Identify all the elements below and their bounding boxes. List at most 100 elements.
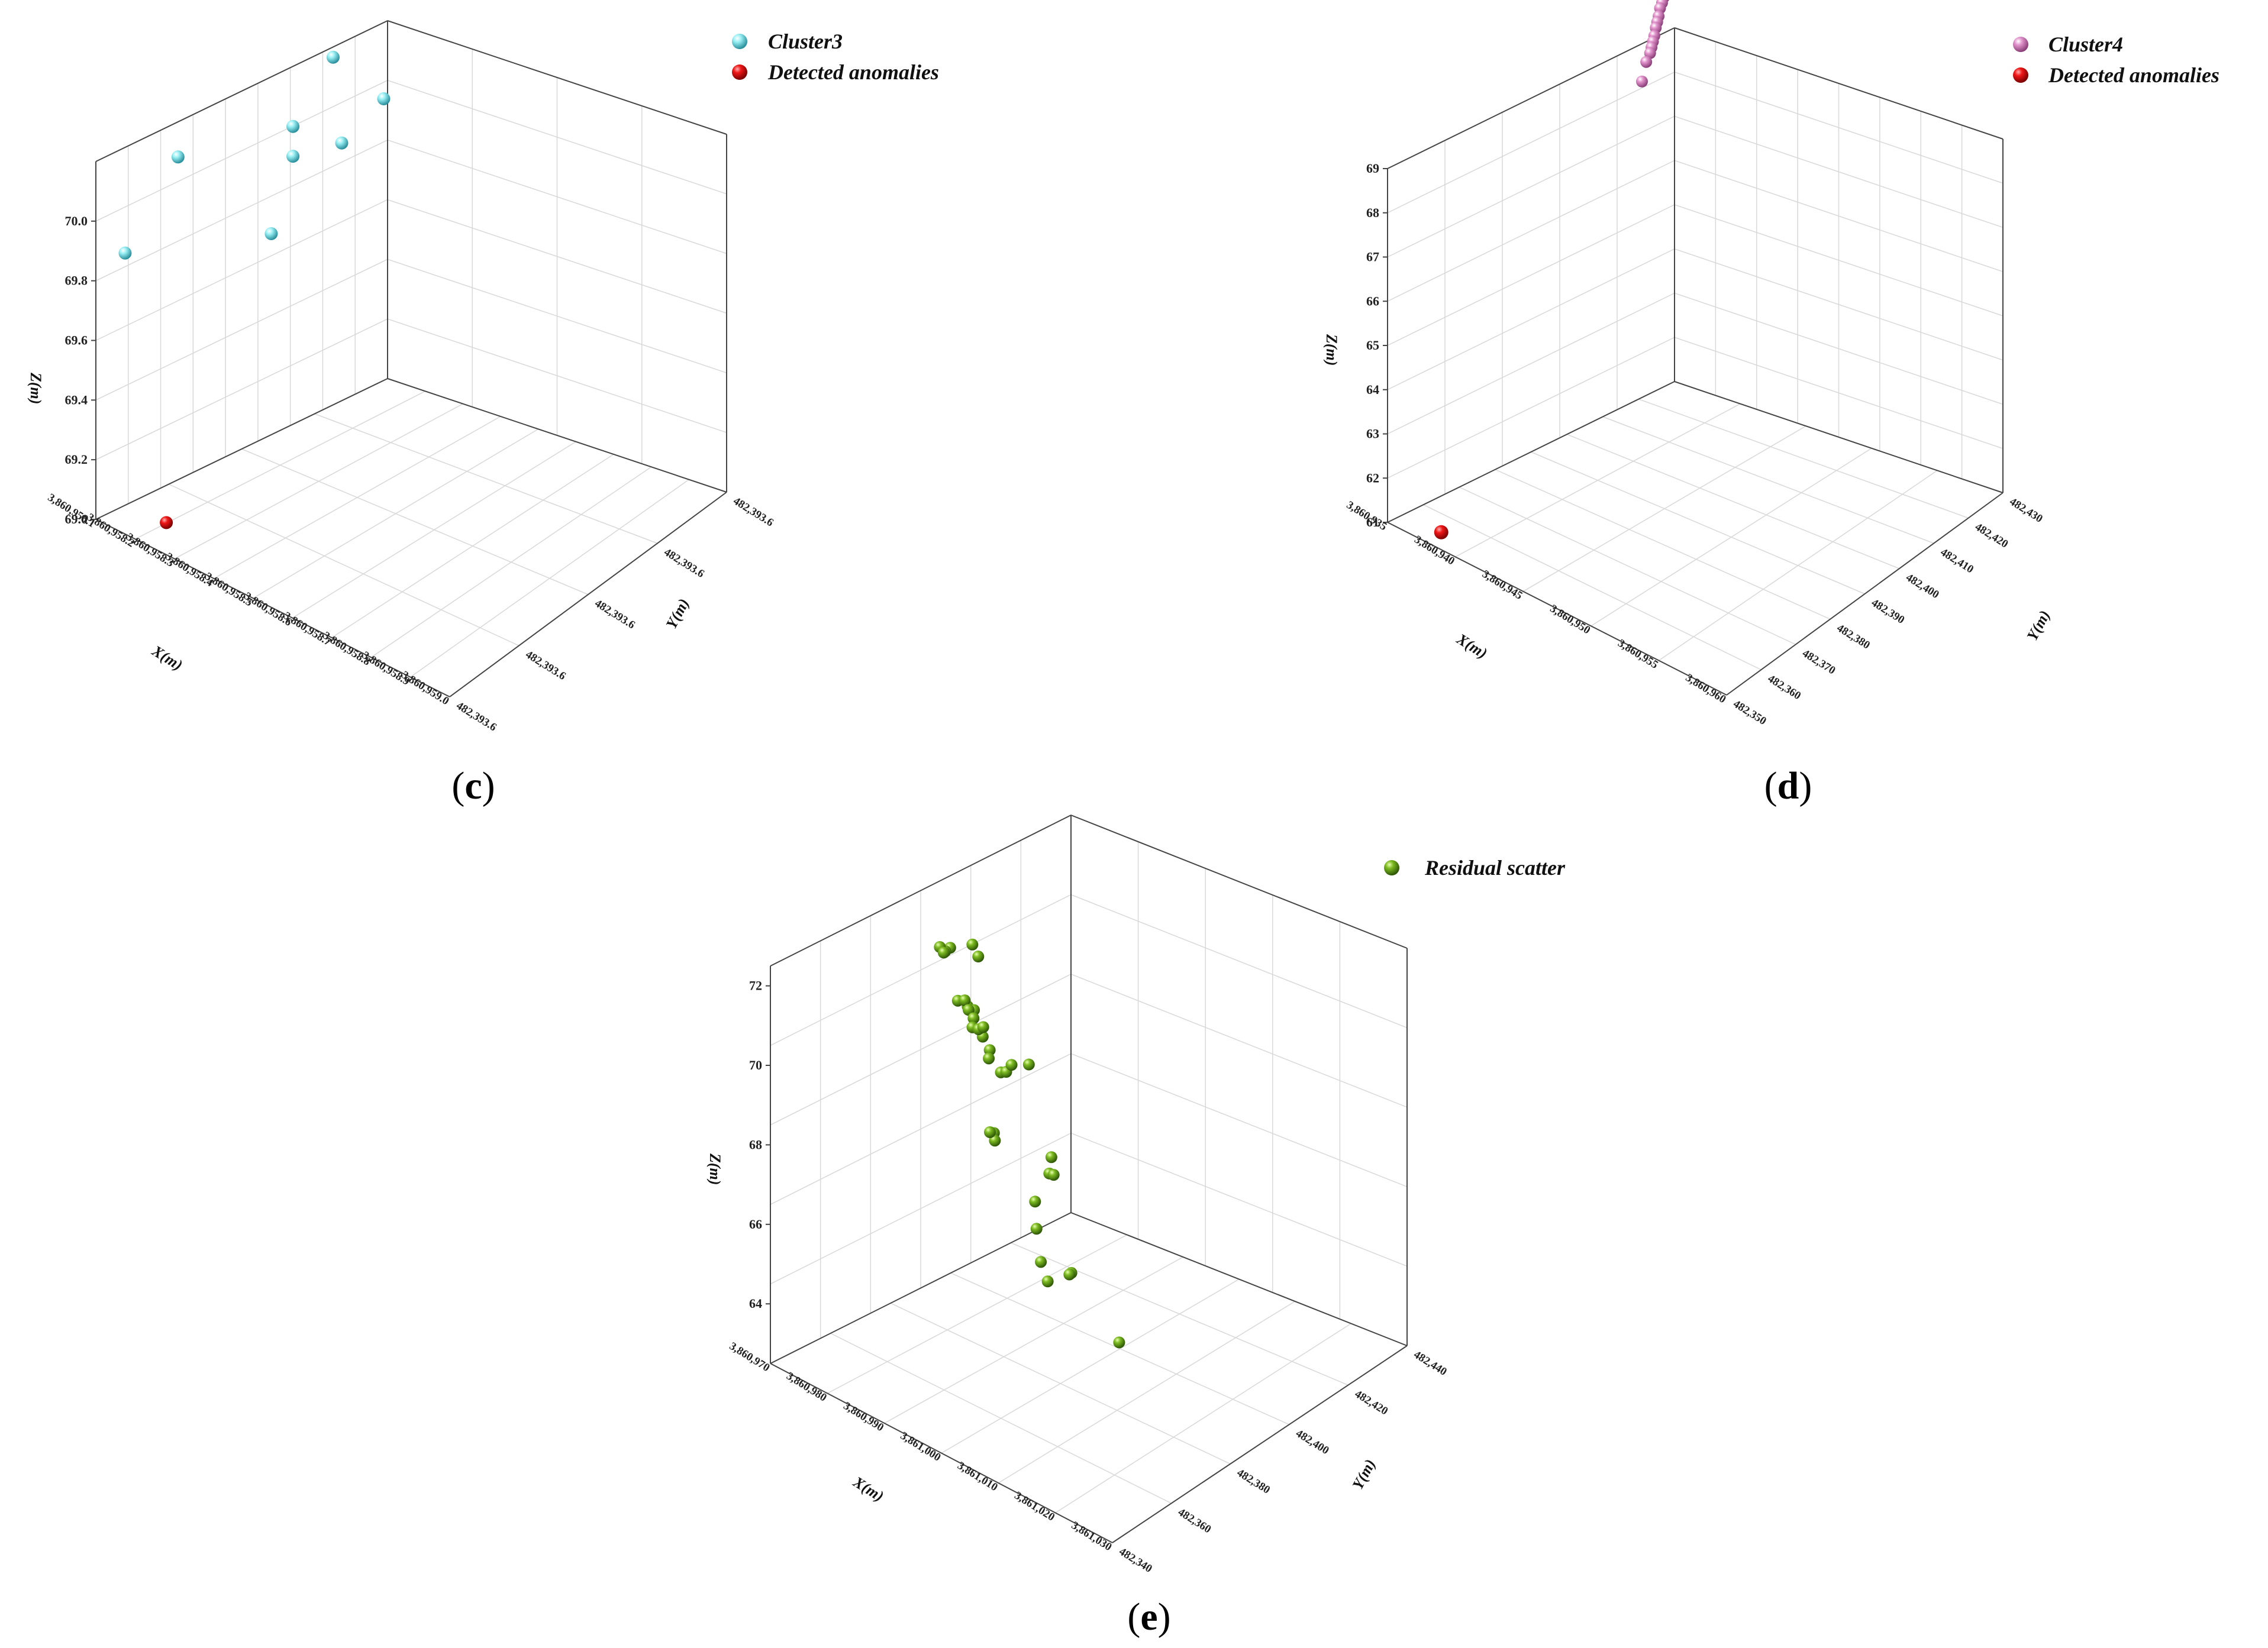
panel-e-legend: Residual scatter	[1384, 856, 1566, 880]
cluster3-point	[335, 136, 349, 150]
residual-point	[1047, 1169, 1060, 1181]
cluster3-point	[377, 92, 391, 105]
box-edge	[95, 20, 388, 162]
box-edge	[1726, 492, 2004, 696]
z-tick-label: 70	[749, 1058, 762, 1072]
wall-grid-line	[95, 139, 727, 282]
floor-grid-line	[998, 1301, 1296, 1484]
residual-point	[966, 938, 979, 951]
panel-c-legend-marker-cluster3	[732, 34, 747, 49]
panel-c-legend-marker-anomalies	[732, 64, 747, 80]
y-tick-label: 482,430	[2007, 495, 2044, 525]
box-edge	[770, 815, 1072, 967]
panel-d-caption-letter: d	[1777, 764, 1799, 807]
cluster3-point	[286, 150, 300, 163]
panel-c-legend-label-anomalies: Detected anomalies	[767, 60, 939, 84]
x-tick-label: 3,861,020	[1012, 1489, 1057, 1524]
residual-point	[977, 1021, 989, 1033]
panel-c-x-axis-label: X(m)	[149, 642, 186, 674]
residual-point	[1045, 1151, 1057, 1164]
wall-grid-line	[1387, 292, 2004, 435]
y-tick-label: 482,360	[1766, 673, 1803, 703]
cluster3-point	[286, 119, 300, 133]
panel-d-legend: Cluster4 Detected anomalies	[2013, 33, 2219, 87]
box-edge	[1070, 815, 1408, 949]
z-tick-label: 65	[1366, 338, 1379, 353]
residual-point	[967, 1012, 980, 1025]
residual-point	[972, 951, 985, 963]
panel-c: 69.069.269.469.669.870.0 3,860,958.13,86…	[27, 20, 939, 807]
floor-grid-line	[1638, 399, 1969, 519]
y-tick-label: 482,393.6	[662, 546, 706, 580]
wall-grid-line	[1387, 27, 2004, 169]
floor-grid-line	[890, 1303, 1231, 1465]
y-tick-label: 482,393.6	[592, 597, 637, 631]
z-tick-label: 62	[1366, 470, 1379, 485]
panel-c-z-ticks: 69.0 69.2 69.4 69.6 69.8 70.0	[65, 214, 96, 526]
panel-c-grid	[95, 20, 727, 697]
y-tick-label: 482,360	[1176, 1506, 1213, 1536]
box-edge	[95, 378, 388, 520]
residual-point	[1035, 1256, 1047, 1268]
residual-point	[1041, 1275, 1054, 1288]
floor-grid-line	[1602, 416, 1934, 544]
y-tick-label: 482,350	[1731, 697, 1768, 728]
wall-grid-line	[95, 199, 727, 341]
panel-c-z-axis-label: Z(m)	[27, 372, 44, 404]
panel-c-caption-letter: c	[464, 764, 482, 807]
x-tick-label: 3,860,945	[1480, 568, 1525, 602]
panel-c-caption-close: )	[482, 764, 495, 807]
wall-grid-line	[95, 318, 727, 460]
x-tick-label: 3,860,940	[1412, 534, 1457, 568]
panel-c-caption: (c)	[451, 764, 495, 807]
wall-grid-line	[770, 815, 1408, 967]
cluster4-point	[1635, 75, 1648, 88]
cluster4-point	[1644, 47, 1656, 59]
floor-grid-line	[884, 1256, 1183, 1424]
y-tick-label: 482,410	[1938, 546, 1976, 576]
x-tick-label: 3,860,950	[1548, 602, 1593, 636]
panel-e-caption-letter: e	[1140, 1595, 1157, 1639]
z-tick-label: 69	[1366, 161, 1379, 176]
panel-d-y-ticks: 482,350482,360482,370482,380482,390482,4…	[1731, 495, 2044, 728]
box-edge	[1387, 381, 1675, 523]
wall-grid-line	[95, 20, 727, 162]
z-tick-label: 69.0	[65, 512, 88, 526]
panel-d-z-ticks: 61 62 63 64 65 66 67 68 69	[1366, 161, 1388, 529]
x-tick-label: 3,861,000	[898, 1430, 943, 1464]
floor-grid-line	[941, 1278, 1240, 1454]
y-tick-label: 482,370	[1800, 647, 1837, 677]
x-tick-label: 3,860,955	[1615, 637, 1660, 671]
z-tick-label: 67	[1366, 250, 1379, 264]
y-tick-label: 482,393.6	[454, 699, 499, 733]
panel-e-caption-open: (	[1127, 1595, 1140, 1639]
residual-point	[937, 946, 950, 959]
z-tick-label: 68	[1366, 205, 1379, 220]
residual-point	[983, 1052, 995, 1065]
panel-e-z-ticks: 64 66 68 70 72	[749, 978, 770, 1311]
z-tick-label: 72	[749, 978, 762, 993]
panel-d-points	[1434, 0, 1669, 539]
x-tick-label: 3,860,980	[784, 1370, 829, 1404]
panel-d-z-axis-label: Z(m)	[1323, 334, 1340, 366]
residual-point	[1113, 1336, 1125, 1349]
panel-d-caption-open: (	[1764, 764, 1777, 807]
floor-grid-line	[1566, 434, 1900, 569]
y-tick-label: 482,420	[1353, 1388, 1390, 1418]
box-edge	[387, 20, 727, 135]
z-tick-label: 69.8	[65, 273, 88, 288]
wall-grid-line	[95, 258, 727, 401]
z-tick-label: 69.6	[65, 333, 88, 348]
z-tick-label: 66	[749, 1217, 762, 1232]
wall-grid-line	[1387, 337, 2004, 479]
residual-point	[959, 994, 971, 1007]
box-edge	[1674, 27, 2004, 140]
panel-e-grid	[770, 815, 1408, 1543]
y-tick-label: 482,420	[1973, 521, 2010, 551]
panel-e-legend-label-residual: Residual scatter	[1424, 856, 1566, 880]
panel-d-y-axis-label: Y(m)	[2024, 608, 2054, 644]
box-edge	[1112, 1345, 1408, 1543]
floor-grid-line	[827, 1234, 1128, 1394]
residual-point	[1063, 1268, 1076, 1281]
